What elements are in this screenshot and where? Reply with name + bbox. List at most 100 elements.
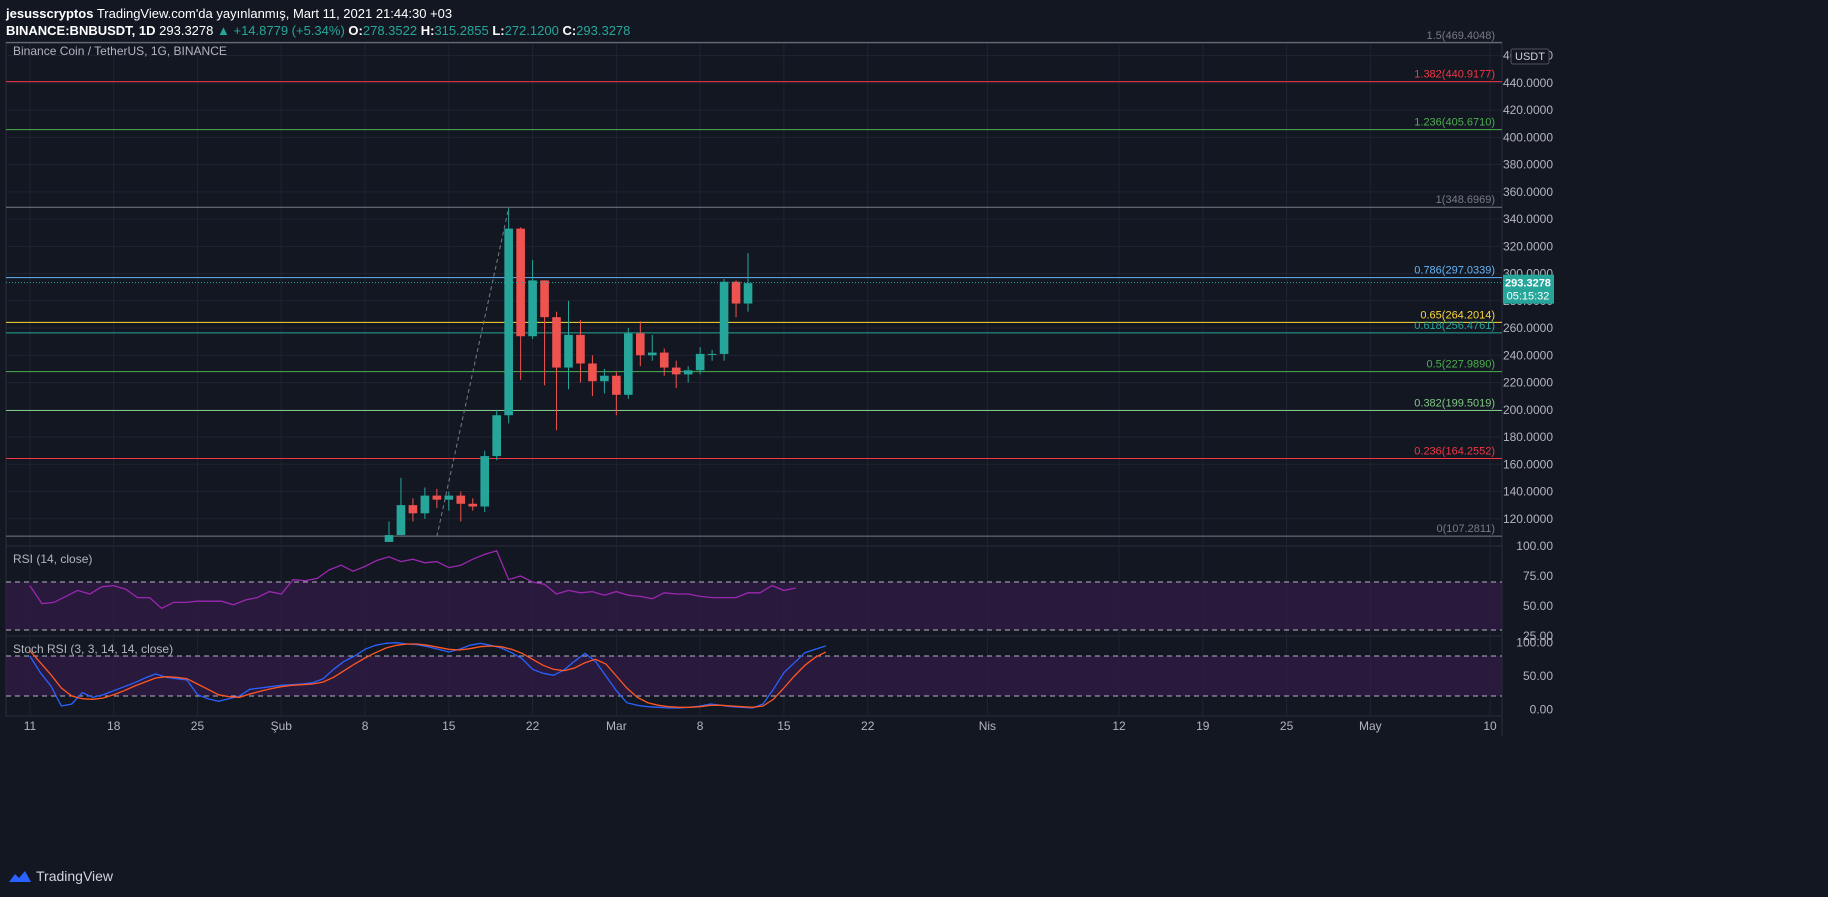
- candle-body-up: [683, 370, 693, 375]
- price-change: ▲ +14.8779 (+5.34%): [217, 23, 345, 38]
- candle-body-up: [647, 352, 657, 356]
- y-tick-label: 260.0000: [1503, 321, 1553, 335]
- candle-body-down: [576, 334, 585, 364]
- current-price-value: 293.3278: [1505, 278, 1551, 290]
- candle-body-up: [695, 353, 705, 371]
- author-name[interactable]: jesusscryptos: [6, 6, 94, 21]
- y-tick-label: 220.0000: [1503, 376, 1553, 390]
- candle-body-up: [444, 495, 454, 500]
- stoch-y-tick: 50.00: [1523, 669, 1553, 683]
- fib-level-label: 1(348.6969): [1436, 194, 1495, 206]
- unit-badge: [1510, 48, 1550, 65]
- fib-level-label: 0(107.2811): [1436, 523, 1495, 535]
- candle-body-down: [731, 281, 741, 304]
- candle-body-up: [504, 228, 513, 416]
- candle-body-up: [624, 333, 633, 395]
- low-value: 272.1200: [504, 23, 559, 38]
- rsi-title: RSI (14, close): [13, 552, 92, 566]
- candle-body-down: [635, 333, 645, 356]
- x-tick-label: 25: [1280, 719, 1294, 733]
- unit-label: USDT: [1515, 51, 1545, 63]
- candle-body-down: [671, 367, 681, 375]
- y-tick-label: 320.0000: [1503, 239, 1553, 253]
- candle-body-down: [659, 352, 669, 368]
- x-tick-label: 8: [362, 719, 369, 733]
- y-tick-label: 420.0000: [1503, 103, 1553, 117]
- rsi-y-tick: 25.00: [1523, 629, 1553, 643]
- candle-body-up: [743, 283, 753, 304]
- candle-body-down: [408, 505, 418, 514]
- candle-body-down: [516, 228, 525, 337]
- tradingview-icon: [9, 871, 31, 882]
- candle-body-up: [384, 535, 394, 542]
- footer: TradingView: [0, 858, 1828, 897]
- y-tick-label: 400.0000: [1503, 130, 1553, 144]
- fib-level-label: 1.236(405.6710): [1414, 117, 1495, 129]
- stoch-y-tick: 100.00: [1516, 636, 1553, 650]
- y-tick-label: 240.0000: [1503, 348, 1553, 362]
- candle-body-down: [588, 363, 597, 382]
- x-tick-label: 8: [697, 719, 704, 733]
- rsi-line-0: [29, 550, 797, 610]
- fib-level-label: 0.382(199.5019): [1414, 397, 1495, 409]
- y-tick-label: 200.0000: [1503, 403, 1553, 417]
- brand-label: TradingView: [36, 868, 114, 884]
- fib-level-label: 0.5(227.9890): [1427, 359, 1496, 371]
- y-tick-label: 120.0000: [1503, 512, 1553, 526]
- y-tick-label: 160.0000: [1503, 457, 1553, 471]
- close-value: 293.3278: [576, 23, 631, 38]
- x-tick-label: 25: [191, 719, 205, 733]
- x-tick-label: Şub: [271, 719, 293, 733]
- candle-body-up: [600, 375, 609, 382]
- candle-body-up: [564, 334, 573, 368]
- stoch-band: [6, 656, 1502, 696]
- current-price-tag: [1503, 274, 1554, 304]
- candle-body-up: [707, 353, 717, 355]
- high-label: H:: [420, 23, 435, 38]
- publish-line: jesusscryptos TradingView.com'da yayınla…: [6, 6, 452, 21]
- candle-body-down: [552, 317, 561, 368]
- fib-level-label: 1.382(440.9177): [1414, 69, 1495, 81]
- ohlc-line: BINANCE:BNBUSDT, 1D 293.3278 ▲ +14.8779 …: [6, 23, 630, 38]
- stoch-title: Stoch RSI (3, 3, 14, 14, close): [13, 642, 173, 656]
- rsi-y-tick: 50.00: [1523, 599, 1553, 613]
- candle-body-up: [528, 280, 537, 337]
- fib-level-label: 0.786(297.0339): [1414, 265, 1495, 277]
- x-tick-label: May: [1359, 719, 1382, 733]
- high-value: 315.2855: [434, 23, 489, 38]
- chart-title: Binance Coin / TetherUS, 1G, BINANCE: [13, 44, 227, 58]
- tradingview-logo[interactable]: TradingView: [8, 868, 113, 884]
- x-tick-label: 19: [1196, 719, 1210, 733]
- fib-level-label: 1.5(469.4048): [1427, 30, 1496, 42]
- y-tick-label: 180.0000: [1503, 430, 1553, 444]
- x-tick-label: 12: [1112, 719, 1126, 733]
- symbol-label[interactable]: BINANCE:BNBUSDT, 1D: [6, 23, 156, 38]
- countdown-timer: 05:15:32: [1507, 291, 1550, 303]
- candle-body-up: [480, 456, 490, 507]
- last-price: 293.3278: [159, 23, 214, 38]
- candle-body-down: [540, 280, 549, 318]
- x-tick-label: 22: [861, 719, 875, 733]
- fib-level-label: 0.618(256.4761): [1414, 320, 1495, 332]
- y-tick-label: 340.0000: [1503, 212, 1553, 226]
- x-tick-label: Mar: [606, 719, 627, 733]
- fib-level-label: 0.236(164.2552): [1414, 445, 1495, 457]
- x-tick-label: 11: [24, 719, 37, 733]
- open-label: O:: [348, 23, 363, 38]
- rsi-y-tick: 100.00: [1516, 539, 1553, 553]
- low-label: L:: [492, 23, 505, 38]
- candle-body-down: [456, 495, 466, 504]
- chart-header: jesusscryptos TradingView.com'da yayınla…: [0, 0, 1828, 44]
- candle-body-up: [719, 281, 729, 354]
- fib-trend-line: [436, 208, 510, 537]
- y-tick-label: 360.0000: [1503, 185, 1553, 199]
- y-tick-label: 440.0000: [1503, 76, 1553, 90]
- candle-body-up: [492, 415, 501, 457]
- y-tick-label: 140.0000: [1503, 485, 1553, 499]
- close-label: C:: [562, 23, 577, 38]
- x-tick-label: 10: [1483, 719, 1497, 733]
- fib-level-label: 0.65(264.2014): [1420, 309, 1495, 321]
- x-tick-label: 15: [442, 719, 456, 733]
- stoch-line-1: [29, 643, 827, 708]
